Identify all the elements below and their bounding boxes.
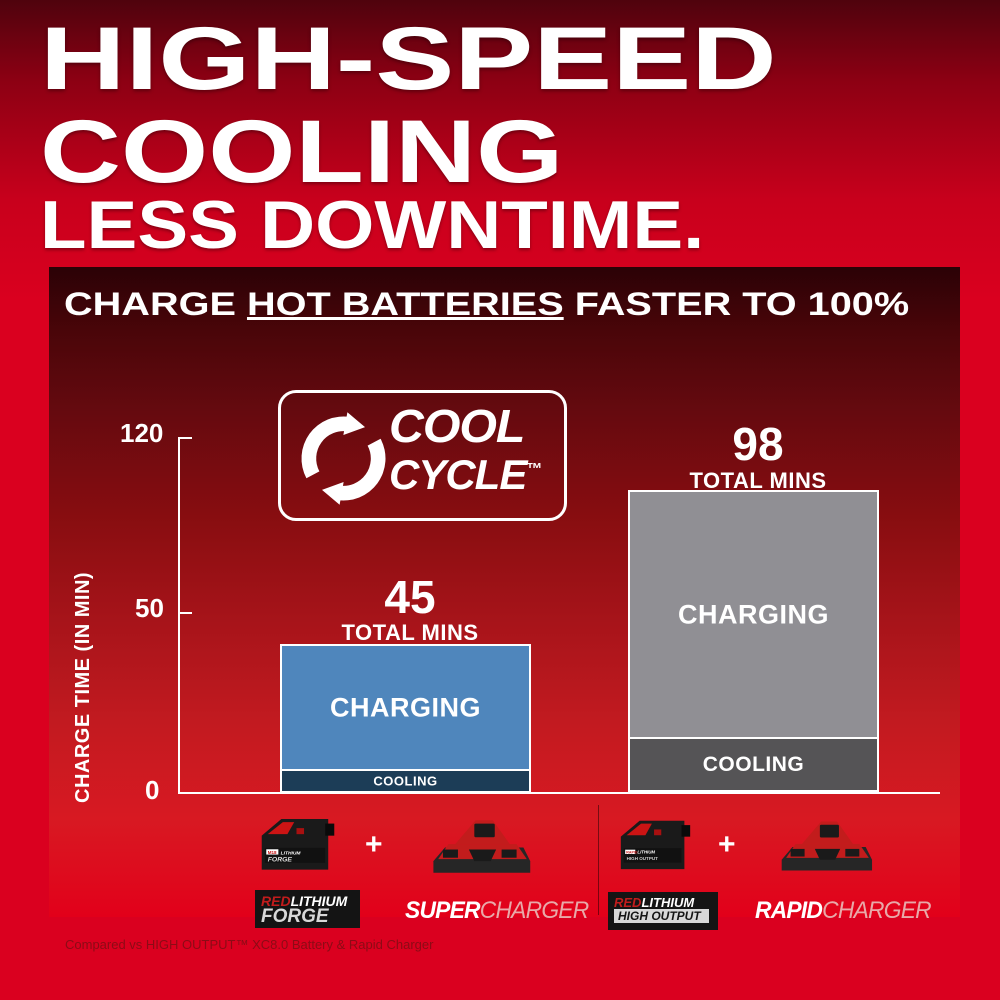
svg-text:RAPID: RAPID	[626, 851, 638, 855]
svg-text:FORGE: FORGE	[268, 856, 293, 863]
svg-text:LITHIUM: LITHIUM	[637, 850, 655, 855]
svg-text:M18: M18	[268, 850, 277, 855]
svg-text:HIGH OUTPUT: HIGH OUTPUT	[627, 856, 659, 861]
